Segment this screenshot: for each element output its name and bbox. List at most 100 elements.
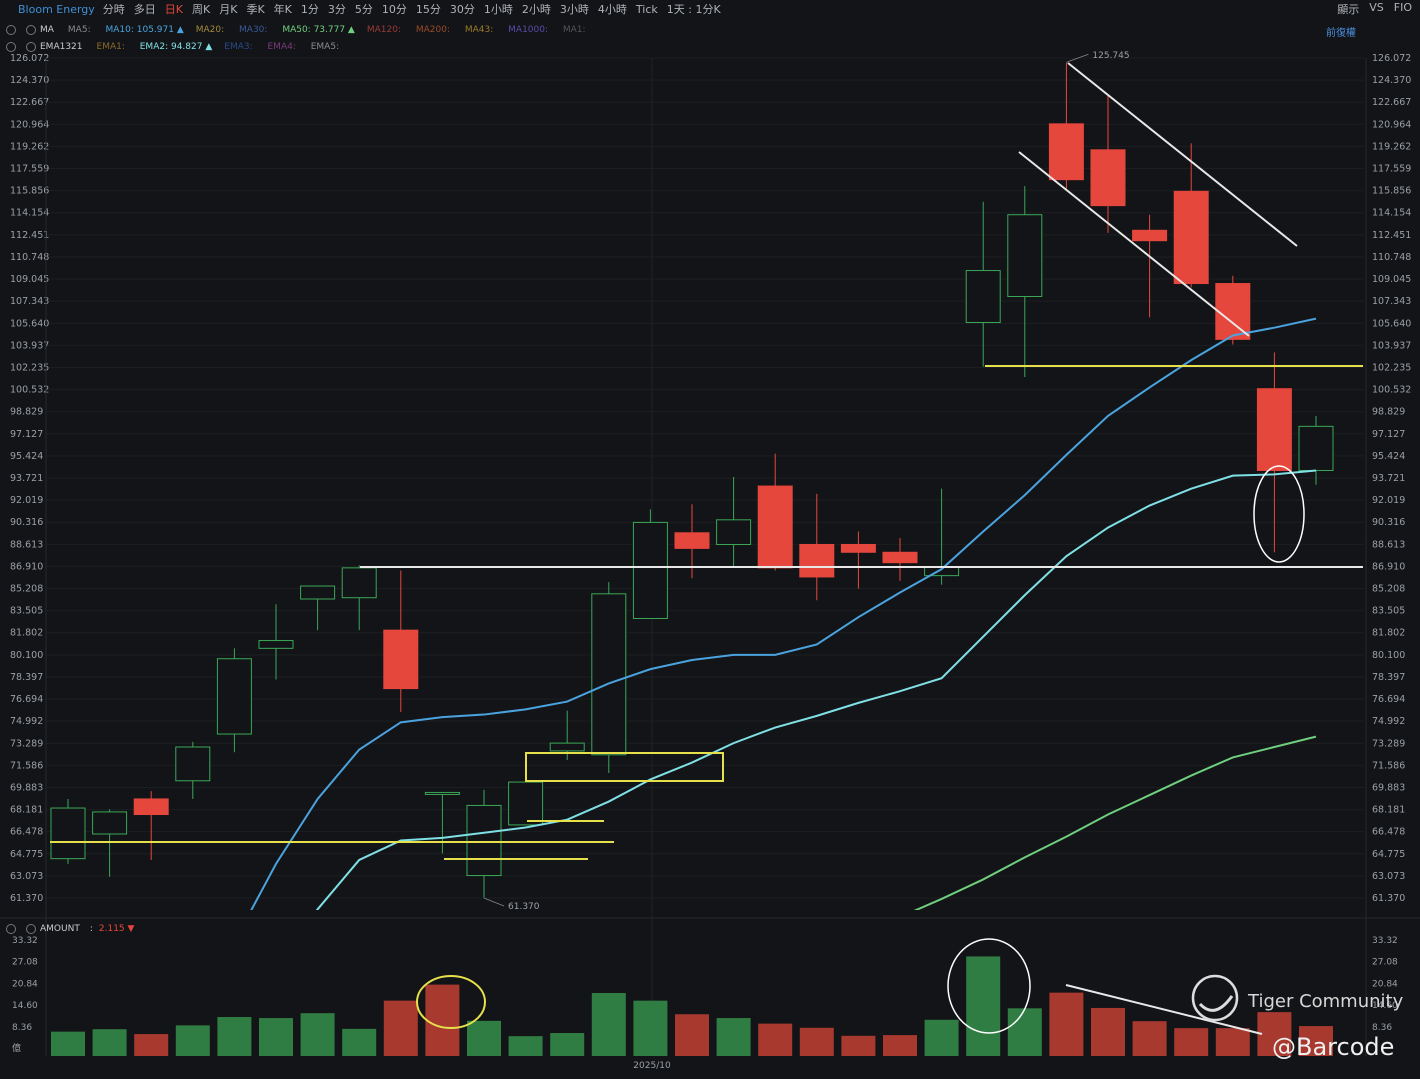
price-tick-label-left: 103.937	[10, 340, 49, 351]
price-tick-label-left: 64.775	[10, 849, 43, 860]
toolbar-right-item[interactable]: 顯示	[1337, 3, 1360, 16]
timeframe-tab[interactable]: 1小時	[483, 3, 513, 16]
price-tick-label-left: 100.532	[10, 385, 49, 396]
price-tick-label-right: 117.559	[1372, 164, 1411, 175]
price-tick-label-right: 109.045	[1372, 274, 1411, 285]
volume-tick-label-right: 27.08	[1372, 958, 1398, 968]
indicator-legend-entry: MA20:	[195, 25, 228, 35]
settings-icon[interactable]	[6, 924, 16, 934]
volume-bar-down	[1215, 1028, 1250, 1056]
indicator-legend-entry: MA43:	[464, 25, 497, 35]
indicator-legend-entry: EMA2: 94.827 ▲	[139, 42, 213, 52]
timeframe-tab[interactable]: 1分	[300, 3, 319, 16]
timeframe-tab[interactable]: 3小時	[559, 3, 589, 16]
candle-up	[632, 521, 668, 619]
volume-tick-label-left: 14.60	[12, 1001, 38, 1011]
price-tick-label-right: 90.316	[1372, 517, 1405, 528]
candle-up	[300, 585, 336, 600]
candle-up	[508, 781, 544, 826]
adjust-mode-label[interactable]: 前復權	[1326, 28, 1356, 39]
volume-bar-up	[217, 1017, 252, 1056]
timeframe-tab[interactable]: 5分	[354, 3, 373, 16]
watermark-logo	[1198, 995, 1234, 1012]
volume-bar-down	[758, 1023, 793, 1056]
volume-tick-label-right: 20.84	[1372, 979, 1398, 989]
price-tick-label-left: 83.505	[10, 606, 43, 617]
volume-bar-down	[799, 1027, 834, 1056]
timeframe-tab[interactable]: 季K	[246, 3, 265, 16]
price-tick-label-left: 80.100	[10, 650, 43, 661]
volume-indicator-row: AMOUNT : 2.115 ▼	[0, 921, 134, 937]
candle-up	[341, 567, 377, 599]
close-icon[interactable]	[26, 924, 36, 934]
price-tick-label-left: 97.127	[10, 429, 43, 440]
close-icon[interactable]	[26, 42, 36, 52]
settings-icon[interactable]	[6, 42, 16, 52]
price-tick-label-left: 61.370	[10, 893, 43, 904]
price-tick-label-left: 119.262	[10, 141, 49, 152]
price-tick-label-right: 69.883	[1372, 782, 1405, 793]
volume-bar-down	[134, 1034, 169, 1056]
price-tick-label-right: 63.073	[1372, 871, 1405, 882]
price-tick-label-left: 120.964	[10, 119, 49, 130]
price-tick-label-right: 80.100	[1372, 650, 1405, 661]
candle-down	[383, 629, 419, 690]
indicator-legend-entry: EMA4:	[267, 42, 299, 52]
indicator-legend-entry: MA10: 105.971 ▲	[105, 25, 184, 35]
high-pointer	[1066, 53, 1089, 63]
price-tick-label-left: 114.154	[10, 208, 49, 219]
timeframe-tab[interactable]: 月K	[219, 3, 238, 16]
volume-bar-up	[51, 1031, 85, 1056]
volume-tick-label-left: 33.32	[12, 936, 38, 946]
price-tick-label-right: 76.694	[1372, 694, 1405, 705]
toolbar-right-item[interactable]: FIO	[1393, 1, 1412, 14]
timeframe-tab[interactable]: 10分	[381, 3, 407, 16]
indicator-legend-entry: MA1:	[562, 25, 586, 35]
watermark-logo	[1191, 974, 1239, 1022]
timeframe-tab[interactable]: 2小時	[521, 3, 551, 16]
timeframe-tab[interactable]: 4小時	[597, 3, 627, 16]
volume-bar-up	[550, 1033, 585, 1056]
high-label: 125.745	[1092, 51, 1129, 61]
timeframe-toolbar: Bloom Energy 分時 多日 日K 周K 月K 季K 年K 1分 3分 5分 10分 15分 3…	[0, 0, 1420, 18]
price-tick-label-left: 85.208	[10, 584, 43, 595]
toolbar-right-item[interactable]: VS	[1369, 1, 1384, 14]
price-tick-label-left: 124.370	[10, 75, 49, 86]
candle-down	[757, 485, 793, 569]
watermark-text: Tiger Community	[1247, 991, 1404, 1012]
timeframe-tab[interactable]: 多日	[133, 3, 156, 16]
price-tick-label-right: 68.181	[1372, 805, 1405, 816]
ma-indicator-name[interactable]: MA	[40, 25, 54, 35]
timeframe-tab[interactable]: 30分	[449, 3, 475, 16]
price-tick-label-right: 122.667	[1372, 97, 1411, 108]
price-tick-label-right: 105.640	[1372, 318, 1411, 329]
ticker-name[interactable]: Bloom Energy	[18, 2, 95, 16]
price-tick-label-left: 90.316	[10, 517, 43, 528]
candle-up	[1298, 425, 1334, 471]
indicator-legend-entry: EMA3:	[224, 42, 256, 52]
ema-indicator-name[interactable]: EMA1321	[40, 42, 83, 52]
timeframe-tab[interactable]: Tick	[635, 3, 658, 16]
timeframe-tab[interactable]: 分時	[102, 3, 125, 16]
price-tick-label-right: 61.370	[1372, 893, 1405, 904]
volume-tick-label-left: 20.84	[12, 979, 38, 989]
timeframe-tab[interactable]: 年K	[273, 3, 292, 16]
price-tick-label-right: 124.370	[1372, 75, 1411, 86]
timeframe-tab[interactable]: 15分	[415, 3, 441, 16]
candle-down	[1256, 388, 1292, 471]
settings-icon[interactable]	[6, 25, 16, 35]
price-tick-label-right: 126.072	[1372, 53, 1411, 64]
volume-tick-label-left: 8.36	[12, 1023, 32, 1033]
volume-bar-down	[841, 1035, 876, 1056]
candle-down	[133, 798, 169, 816]
timeframe-tab[interactable]: 3分	[327, 3, 346, 16]
close-icon[interactable]	[26, 25, 36, 35]
timeframe-tab[interactable]: 周K	[192, 3, 211, 16]
price-tick-label-left: 98.829	[10, 407, 43, 418]
timeframe-tab[interactable]: 1天 : 1分K	[666, 3, 721, 16]
timeframe-tab[interactable]: 日K	[164, 3, 184, 16]
volume-tick-label-right: 14.60	[1372, 1001, 1398, 1011]
ma-lines-group	[250, 317, 1317, 910]
volume-indicator-name[interactable]: AMOUNT	[40, 924, 80, 934]
